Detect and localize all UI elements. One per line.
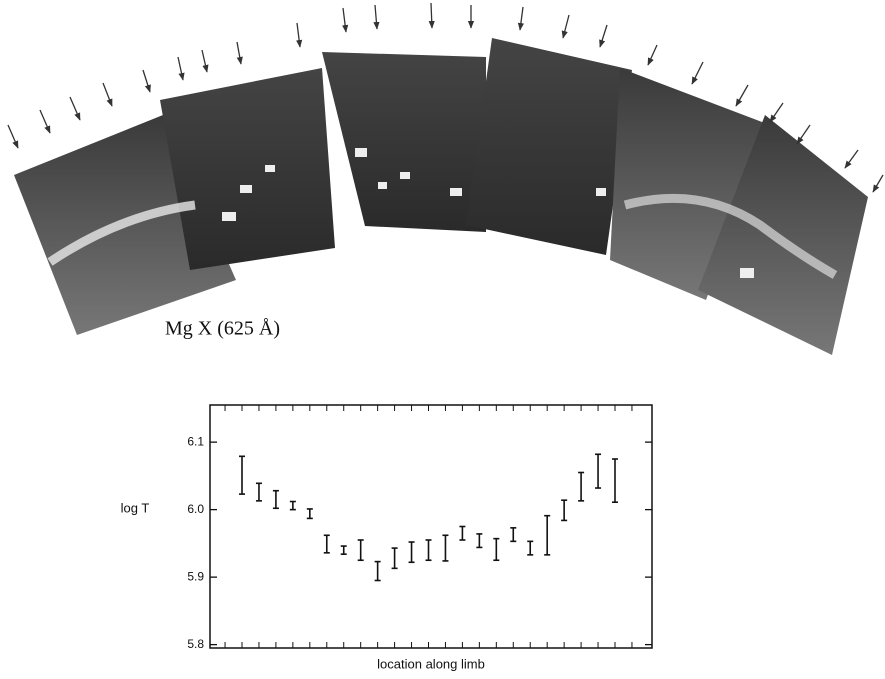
y-tick-label: 6.0: [187, 502, 204, 516]
error-bar: [290, 502, 296, 510]
error-bar: [392, 548, 398, 568]
error-bar: [493, 539, 499, 561]
error-bar: [595, 454, 601, 488]
error-bar: [358, 540, 364, 560]
error-bar: [409, 542, 415, 562]
error-bar: [459, 527, 465, 541]
y-tick-label: 6.1: [187, 434, 204, 448]
error-bar: [527, 541, 533, 555]
x-axis-label: location along limb: [377, 656, 485, 671]
error-bar: [612, 459, 618, 502]
error-bar: [256, 483, 262, 501]
error-bar: [324, 535, 330, 553]
error-bar: [426, 540, 432, 560]
y-axis-label: log T: [121, 500, 150, 515]
error-bar: [307, 509, 313, 518]
y-tick-label: 5.9: [187, 569, 204, 583]
error-bar: [375, 562, 381, 581]
error-bar: [561, 500, 567, 520]
error-bar: [510, 528, 516, 542]
error-bar: [476, 534, 482, 548]
error-bar: [442, 535, 448, 561]
error-bar: [239, 456, 245, 494]
y-tick-label: 5.8: [187, 637, 204, 651]
figure: Mg X (625 Å) log T location along limb 5…: [0, 0, 885, 679]
error-bar: [341, 546, 347, 554]
error-bar: [578, 473, 584, 501]
error-bar: [544, 516, 550, 555]
error-bar: [273, 491, 279, 509]
plot-frame: [210, 405, 652, 648]
image-mosaic: [14, 38, 868, 355]
figure-label: Mg X (625 Å): [165, 318, 280, 340]
